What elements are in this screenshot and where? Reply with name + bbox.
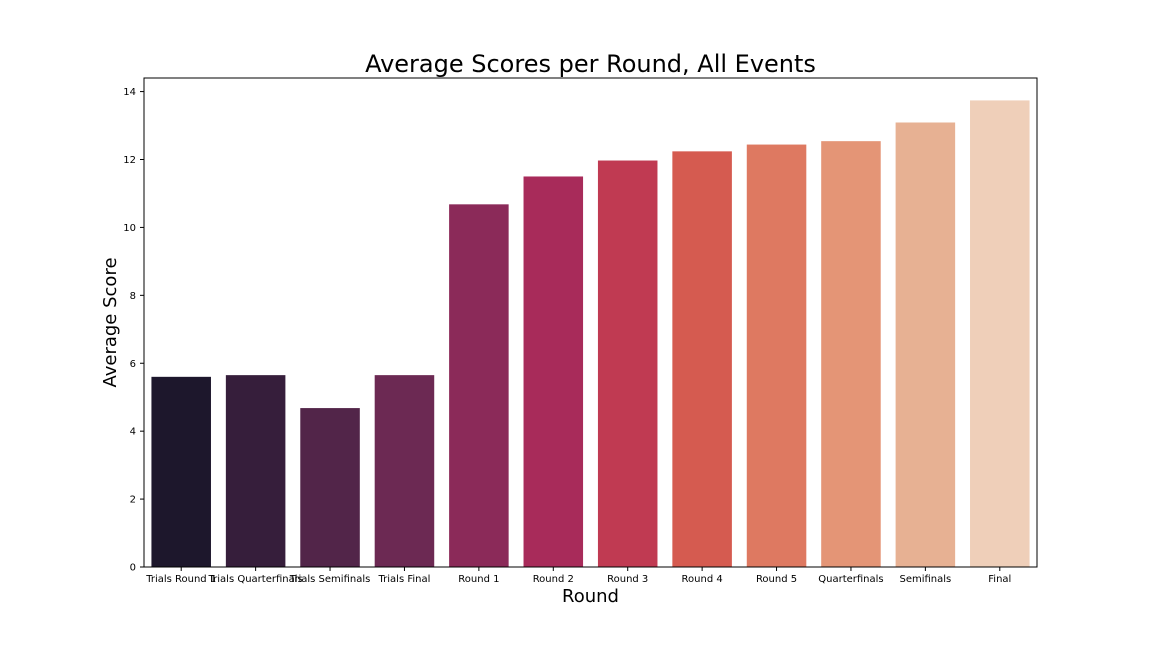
- bar-round-1: [449, 204, 509, 567]
- y-tick-label: 14: [123, 87, 136, 98]
- bar-trials-round-1: [151, 376, 211, 567]
- x-tick-label: Round 3: [607, 574, 648, 585]
- bar-semifinals: [895, 122, 956, 568]
- y-axis: 0 2 4 6 8 10 12 14: [123, 87, 144, 574]
- x-tick-label: Trials Quarterfinals: [208, 574, 303, 585]
- x-tick-label: Semifinals: [899, 574, 951, 585]
- bar-trials-quarterfinals: [225, 375, 286, 567]
- y-tick-label: 6: [130, 359, 136, 370]
- y-tick-label: 12: [123, 155, 136, 166]
- bar-trials-semifinals: [300, 408, 360, 567]
- x-tick-label: Round 5: [756, 574, 797, 585]
- bars-group: [151, 100, 1030, 568]
- bar-trials-final: [374, 375, 435, 567]
- y-tick-label: 4: [130, 427, 136, 438]
- y-tick-label: 0: [130, 563, 136, 574]
- x-tick-label: Round 1: [458, 574, 499, 585]
- x-tick-label: Trials Semifinals: [289, 574, 371, 585]
- y-tick-label: 2: [130, 495, 136, 506]
- x-tick-label: Round 4: [682, 574, 723, 585]
- bar-quarterfinals: [821, 141, 881, 567]
- y-tick-label: 8: [130, 291, 136, 302]
- plot-frame: [143, 77, 1038, 568]
- x-axis-label: Round: [562, 586, 619, 607]
- x-tick-label: Trials Final: [378, 574, 431, 585]
- x-tick-label: Final: [988, 574, 1011, 585]
- bar-final: [970, 100, 1030, 567]
- x-tick-label: Trials Round 1: [145, 574, 216, 585]
- y-axis-label: Average Score: [100, 257, 121, 387]
- bar-round-4: [672, 151, 732, 567]
- x-tick-label: Round 2: [533, 574, 574, 585]
- bar-round-5: [746, 144, 807, 567]
- y-tick-label: 10: [123, 223, 136, 234]
- chart-title: Average Scores per Round, All Events: [365, 50, 816, 78]
- bar-round-3: [597, 160, 658, 567]
- bar-round-2: [523, 176, 584, 568]
- x-tick-label: Quarterfinals: [818, 574, 883, 585]
